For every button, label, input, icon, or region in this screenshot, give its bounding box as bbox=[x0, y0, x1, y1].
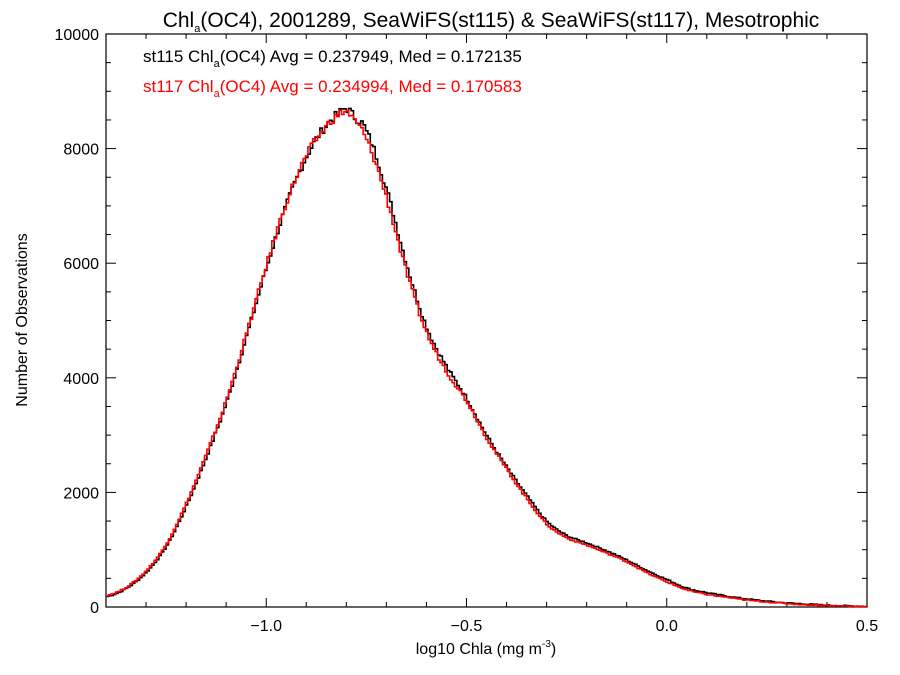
x-tick-label: 0.0 bbox=[656, 618, 678, 635]
series-line-st117 bbox=[106, 109, 867, 608]
x-tick-label: 0.5 bbox=[856, 618, 878, 635]
legend: st115 Chla(OC4) Avg = 0.237949, Med = 0.… bbox=[143, 47, 522, 100]
x-axis-label: log10 Chla (mg m-3) bbox=[416, 639, 557, 658]
y-tick-label: 0 bbox=[90, 600, 99, 617]
plot-frame bbox=[105, 33, 868, 608]
legend-entry-st115: st115 Chla(OC4) Avg = 0.237949, Med = 0.… bbox=[143, 47, 522, 70]
y-tick-label: 10000 bbox=[55, 27, 100, 44]
y-tick-label: 6000 bbox=[63, 256, 99, 273]
y-tick-label: 4000 bbox=[63, 371, 99, 388]
y-tick-label: 2000 bbox=[63, 485, 99, 502]
x-tick-label: −0.5 bbox=[451, 618, 483, 635]
legend-entry-st117: st117 Chla(OC4) Avg = 0.234994, Med = 0.… bbox=[143, 77, 522, 100]
x-tick-label: −1.0 bbox=[250, 618, 282, 635]
chart-title: Chla(OC4), 2001289, SeaWiFS(st115) & Sea… bbox=[163, 9, 820, 35]
series-line-st115 bbox=[106, 107, 867, 608]
y-axis-label: Number of Observations bbox=[14, 233, 31, 406]
axis-ticks: −1.0 −0.5 0.0 0.5 0 2000 4000 6000 8000 10000 bbox=[55, 27, 879, 635]
y-tick-label: 8000 bbox=[63, 142, 99, 159]
series-layer bbox=[106, 107, 867, 608]
